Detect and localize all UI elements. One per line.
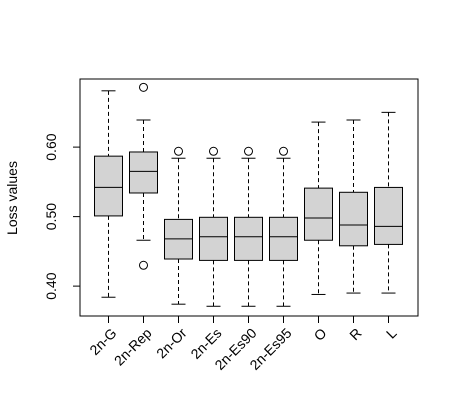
outlier — [139, 260, 148, 270]
x-tick-label: O — [311, 325, 330, 344]
y-tick-label: 0.60 — [43, 133, 59, 160]
x-tick-label: R — [346, 325, 364, 343]
outlier — [174, 146, 183, 156]
outlier — [209, 146, 218, 156]
box — [129, 151, 158, 194]
box — [374, 186, 403, 245]
box — [339, 191, 368, 247]
x-tick-label: L — [383, 325, 400, 342]
box — [234, 216, 263, 261]
y-axis-label: Loss values — [4, 161, 20, 235]
y-tick-label: 0.50 — [43, 203, 59, 230]
box — [94, 155, 123, 217]
box — [269, 216, 298, 261]
box — [199, 216, 228, 261]
box — [304, 187, 333, 241]
outlier — [279, 146, 288, 156]
outlier — [139, 82, 148, 92]
y-tick-label: 0.40 — [43, 272, 59, 299]
x-tick-label: 2n-Or — [153, 325, 190, 362]
x-tick-label: 2n-Rep — [111, 325, 155, 369]
outlier — [244, 146, 253, 156]
